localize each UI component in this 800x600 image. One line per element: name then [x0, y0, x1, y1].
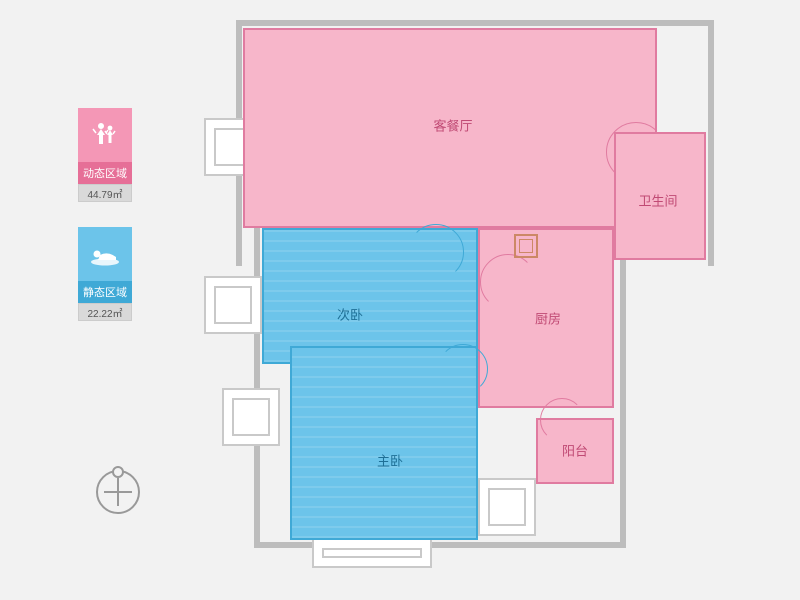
wall-bump — [204, 276, 262, 334]
room-label-bathroom: 卫生间 — [638, 191, 677, 210]
marker-square-inner — [519, 239, 533, 253]
room-label-balcony: 阳台 — [562, 441, 588, 460]
room-bed1 — [290, 346, 478, 540]
wall-bump-inner — [322, 548, 422, 558]
room-label-bed1: 主卧 — [377, 451, 403, 470]
wall-bump-inner — [488, 488, 526, 526]
room-label-living: 客餐厅 — [433, 116, 472, 135]
wall-bump-inner — [232, 398, 270, 436]
wall-bump — [478, 478, 536, 536]
room-label-bed2: 次卧 — [337, 305, 363, 324]
compass-icon — [96, 470, 140, 514]
wall-bump — [222, 388, 280, 446]
wall-bump — [312, 538, 432, 568]
room-label-kitchen: 厨房 — [535, 309, 561, 328]
wall-bump-inner — [214, 286, 252, 324]
